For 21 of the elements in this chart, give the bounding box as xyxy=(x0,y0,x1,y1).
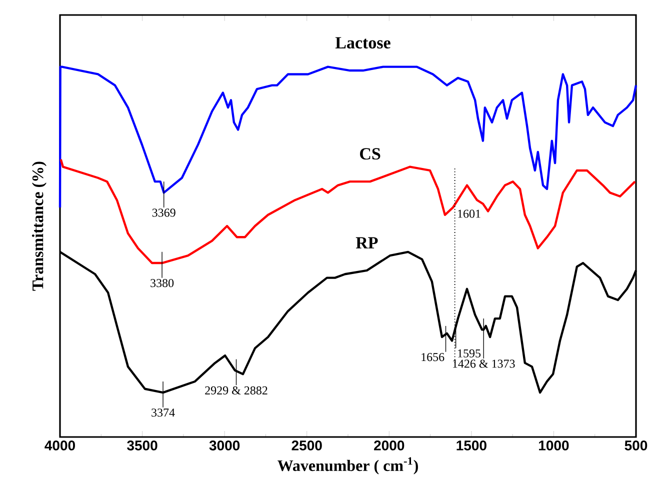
x-tick-label: 1000 xyxy=(539,440,569,450)
annotation: 3380 xyxy=(150,279,174,288)
y-axis-title: Transmittance (%) xyxy=(32,162,46,291)
x-tick-label: 3000 xyxy=(209,440,240,450)
annotation: 1426 & 1373 xyxy=(453,360,515,368)
series-label: Lactose xyxy=(335,37,390,48)
x-tick-label: 3500 xyxy=(127,440,158,450)
series-label: RP xyxy=(356,237,378,248)
x-axis-title: Wavenumber ( cm$^{-1}$) xyxy=(278,457,418,474)
x-tick-label: 500 xyxy=(624,440,648,450)
annotation: 1595 xyxy=(458,349,481,358)
annotation: 3369 xyxy=(152,208,176,217)
annotation: 1656 xyxy=(422,353,444,362)
x-tick-label: 2000 xyxy=(374,440,404,450)
x-tick-label: 1500 xyxy=(456,440,486,450)
annotation: 2929 & 2882 xyxy=(205,386,268,394)
series-label: CS xyxy=(360,148,380,160)
x-tick-label: 4000 xyxy=(44,440,75,450)
x-tick-label: 2500 xyxy=(292,440,322,450)
annotation: 3374 xyxy=(152,408,175,417)
ref-line-label: 1601 xyxy=(458,210,480,218)
